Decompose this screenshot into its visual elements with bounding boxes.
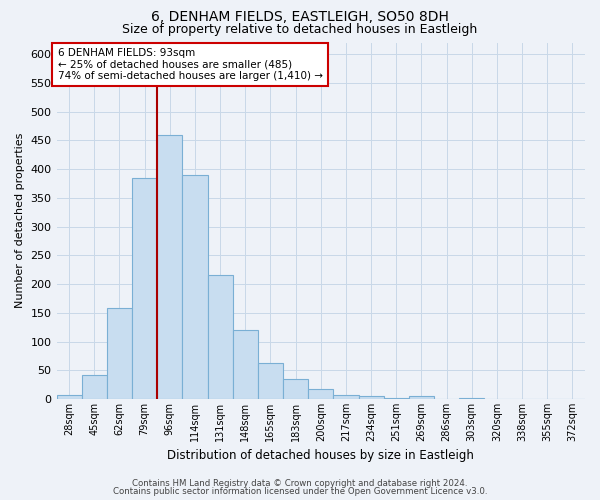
X-axis label: Distribution of detached houses by size in Eastleigh: Distribution of detached houses by size … — [167, 450, 474, 462]
Bar — [459, 398, 484, 399]
Bar — [383, 398, 409, 399]
Bar — [56, 395, 82, 399]
Bar — [157, 134, 182, 399]
Bar — [308, 388, 334, 399]
Text: 6, DENHAM FIELDS, EASTLEIGH, SO50 8DH: 6, DENHAM FIELDS, EASTLEIGH, SO50 8DH — [151, 10, 449, 24]
Bar — [334, 395, 359, 399]
Bar — [409, 396, 434, 399]
Bar — [233, 330, 258, 399]
Bar — [132, 178, 157, 399]
Bar — [208, 276, 233, 399]
Bar — [258, 364, 283, 399]
Bar — [182, 175, 208, 399]
Text: 6 DENHAM FIELDS: 93sqm
← 25% of detached houses are smaller (485)
74% of semi-de: 6 DENHAM FIELDS: 93sqm ← 25% of detached… — [58, 48, 323, 81]
Text: Size of property relative to detached houses in Eastleigh: Size of property relative to detached ho… — [122, 22, 478, 36]
Bar — [359, 396, 383, 399]
Y-axis label: Number of detached properties: Number of detached properties — [15, 133, 25, 308]
Text: Contains public sector information licensed under the Open Government Licence v3: Contains public sector information licen… — [113, 487, 487, 496]
Bar — [283, 379, 308, 399]
Text: Contains HM Land Registry data © Crown copyright and database right 2024.: Contains HM Land Registry data © Crown c… — [132, 478, 468, 488]
Bar — [82, 375, 107, 399]
Bar — [107, 308, 132, 399]
